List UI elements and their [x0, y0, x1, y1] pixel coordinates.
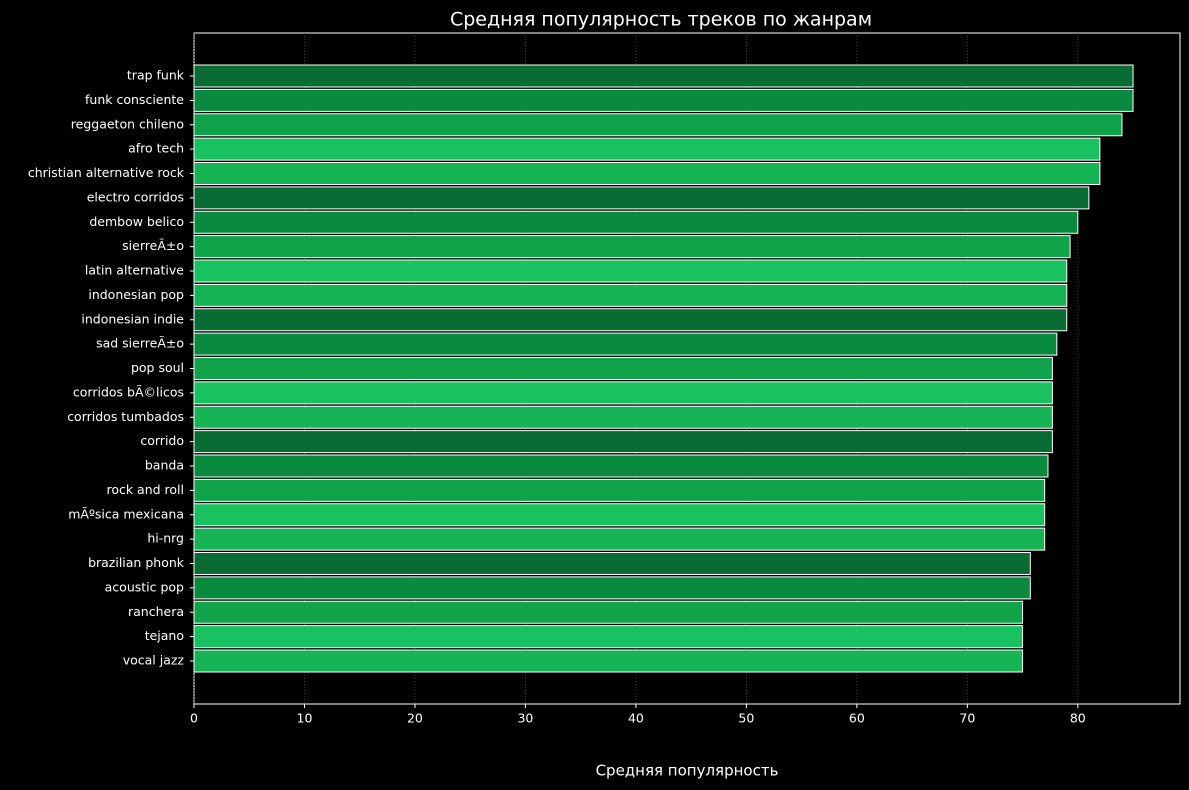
y-tick-label: brazilian phonk — [88, 555, 185, 570]
bar — [193, 478, 1046, 502]
y-tick-label: mÃºsica mexicana — [68, 506, 184, 521]
y-tick-label: corrido — [140, 433, 184, 448]
x-tick-label: 20 — [407, 711, 423, 726]
bar — [193, 64, 1134, 88]
bar — [193, 454, 1049, 478]
x-tick-label: 50 — [738, 711, 754, 726]
bar — [193, 88, 1134, 112]
y-tick-label: indonesian indie — [81, 311, 184, 326]
bar — [193, 137, 1101, 161]
bar — [193, 259, 1068, 283]
x-tick-label: 0 — [190, 711, 198, 726]
y-tick-label: sierreÃ±o — [122, 238, 184, 253]
x-tick-label: 40 — [628, 711, 644, 726]
y-tick-label: afro tech — [128, 141, 184, 156]
y-tick-label: christian alternative rock — [28, 165, 185, 180]
y-tick-label: sad sierreÃ±o — [96, 336, 184, 351]
x-tick-label: 70 — [959, 711, 975, 726]
bar — [193, 283, 1068, 307]
y-tick-label: pop soul — [131, 360, 184, 375]
bar — [193, 186, 1090, 210]
bar — [193, 308, 1068, 332]
y-tick-label: corridos bÃ©licos — [73, 384, 184, 399]
bar — [193, 332, 1058, 356]
y-tick-label: funk consciente — [85, 92, 184, 107]
y-tick-label: latin alternative — [85, 263, 184, 278]
x-axis-label: Средняя популярность — [596, 762, 779, 780]
bar — [193, 625, 1024, 649]
y-tick-label: trap funk — [127, 68, 185, 83]
y-tick-label: reggaeton chileno — [71, 116, 184, 131]
bar — [193, 576, 1031, 600]
bar — [193, 503, 1046, 527]
x-tick-label: 10 — [297, 711, 313, 726]
bar — [193, 527, 1046, 551]
bar — [193, 162, 1101, 185]
y-tick-label: rock and roll — [106, 482, 184, 497]
x-tick-label: 30 — [517, 711, 533, 726]
bar — [193, 210, 1079, 234]
x-tick-label: 60 — [849, 711, 865, 726]
chart-title: Средняя популярность треков по жанрам — [450, 9, 872, 31]
bar — [193, 405, 1053, 429]
bar — [193, 357, 1053, 380]
y-tick-label: tejano — [145, 628, 184, 643]
y-tick-label: dembow belico — [89, 214, 184, 229]
bar — [193, 649, 1024, 673]
y-tick-label: acoustic pop — [105, 579, 184, 594]
y-tick-label: vocal jazz — [123, 653, 185, 668]
y-tick-label: hi-nrg — [147, 531, 184, 546]
bar — [193, 430, 1053, 454]
x-tick-label: 80 — [1070, 711, 1086, 726]
y-tick-label: indonesian pop — [88, 287, 184, 302]
y-tick-label: banda — [145, 458, 184, 473]
y-tick-label: electro corridos — [87, 189, 184, 204]
bar — [193, 381, 1053, 405]
bar — [193, 600, 1024, 624]
bar — [193, 235, 1071, 259]
y-tick-label: ranchera — [128, 604, 184, 619]
bar — [193, 552, 1031, 575]
y-tick-label: corridos tumbados — [67, 409, 184, 424]
bar — [193, 113, 1123, 137]
